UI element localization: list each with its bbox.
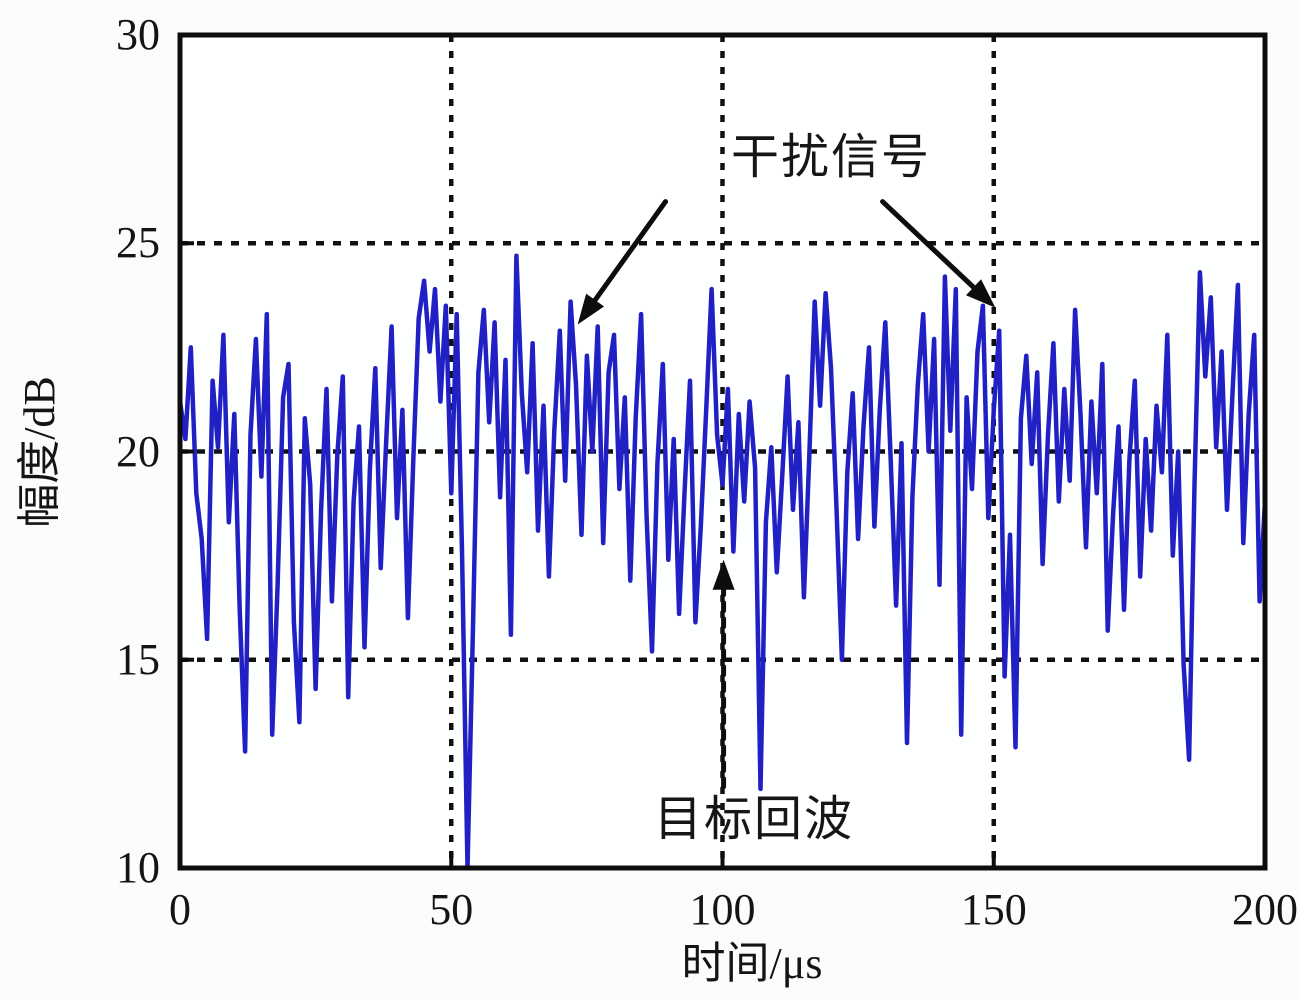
x-axis-label: 时间/μs (681, 939, 823, 988)
x-tick-label: 0 (169, 885, 191, 934)
x-tick-label: 50 (429, 885, 474, 934)
y-tick-label: 30 (116, 10, 160, 59)
x-tick-label: 150 (960, 885, 1027, 934)
signal-line (177, 253, 1268, 871)
annotation-arrow-line (592, 199, 669, 303)
annotation-interference-signal-label: 干扰信号 (730, 130, 932, 184)
annotation-arrowhead (577, 293, 605, 325)
y-tick-label: 10 (116, 843, 160, 892)
annotation-target-echo-label: 目标回波 (653, 793, 854, 847)
y-tick-label: 15 (116, 634, 160, 684)
annotation-arrowhead (712, 559, 735, 590)
x-tick-label: 200 (1232, 885, 1298, 934)
y-tick-label: 25 (116, 218, 160, 268)
y-tick-label: 20 (116, 426, 160, 476)
annotation-arrowhead (965, 279, 996, 308)
x-tick-label: 100 (689, 885, 756, 934)
annotation-arrow-line (880, 199, 977, 290)
y-axis-label: 幅度/dB (15, 375, 64, 528)
